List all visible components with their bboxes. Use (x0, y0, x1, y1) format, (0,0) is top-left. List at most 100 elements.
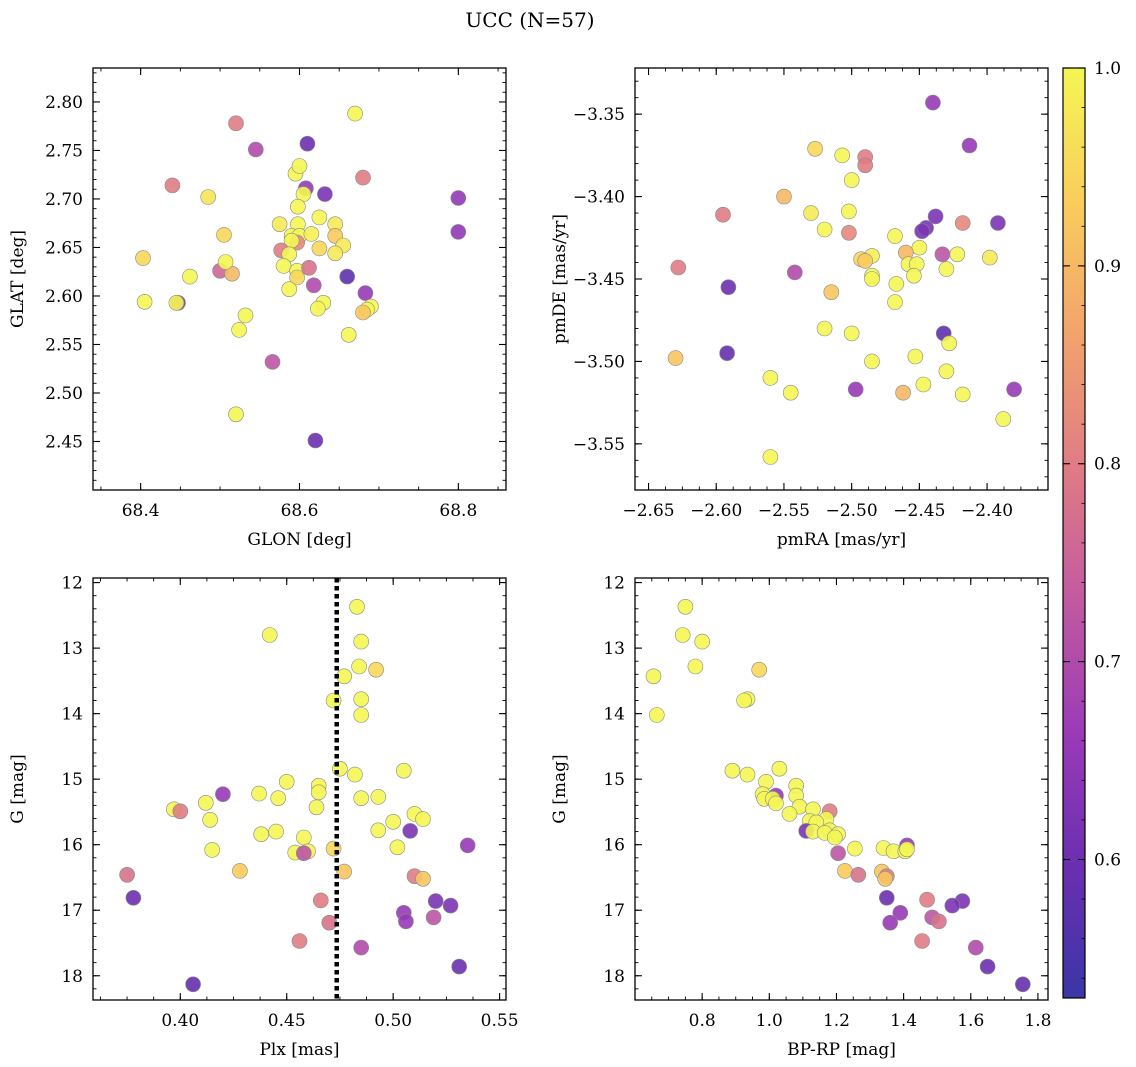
scatter-point (925, 94, 941, 111)
panel-3: 0.40 0.45 0.50 0.55 12 13 14 15 16 17 18 Plx [mas] G… (8, 574, 519, 1060)
scatter-point (776, 188, 792, 205)
x-tick-label: 1.2 (823, 1011, 850, 1031)
scatter-point (645, 668, 662, 685)
scatter-point (941, 335, 958, 352)
scatter-point (299, 135, 316, 152)
scatter-points (645, 598, 1031, 993)
scatter-point (857, 253, 874, 269)
scatter-point (402, 823, 419, 839)
scatter-point (295, 845, 312, 862)
scatter-point (847, 840, 863, 857)
scatter-point (336, 863, 353, 880)
scatter-point (949, 246, 966, 263)
scatter-point (355, 169, 371, 186)
y-tick-label: 12 (61, 574, 83, 594)
scatter-point (271, 216, 288, 232)
y-tick-label: 2.70 (45, 190, 83, 210)
y-tick-label: −3.40 (573, 188, 625, 208)
x-axis-label: GLON [deg] (247, 530, 351, 550)
scatter-point (268, 823, 284, 840)
scatter-point (281, 281, 298, 298)
scatter-point (914, 933, 930, 949)
scatter-point (311, 240, 328, 257)
scatter-point (295, 829, 312, 846)
scatter-point (864, 353, 880, 370)
colorbar-tick-label: 0.8 (1094, 455, 1121, 475)
scatter-point (164, 177, 181, 194)
scatter-point (887, 228, 903, 244)
y-tick-label: 12 (603, 574, 625, 594)
x-tick-label: −2.65 (622, 501, 674, 521)
scatter-point (427, 893, 444, 909)
y-axis-label: G [mag] (550, 754, 570, 823)
y-tick-label: 14 (61, 705, 83, 725)
scatter-point (136, 293, 153, 310)
scatter-point (450, 190, 467, 206)
y-tick-label: 13 (603, 639, 625, 659)
scatter-point (425, 909, 442, 926)
scatter-point (736, 692, 752, 709)
scatter-point (301, 259, 317, 276)
panel-2: −2.65 −2.60 −2.55 −2.50 −2.45 −2.40 −3.55 −3.50… (550, 67, 1049, 550)
scatter-point (892, 904, 909, 921)
x-tick-label: 0.40 (161, 1011, 199, 1031)
scatter-point (172, 803, 189, 820)
scatter-point (667, 350, 684, 366)
scatter-point (200, 189, 216, 205)
y-tick-label: 16 (603, 836, 625, 856)
scatter-point (841, 203, 857, 220)
scatter-point (289, 269, 305, 286)
scatter-point (906, 267, 922, 284)
scatter-point (954, 215, 971, 231)
scatter-point (781, 806, 798, 822)
scatter-point (353, 691, 370, 708)
scatter-point (228, 406, 244, 423)
colorbar-tick-label: 0.7 (1094, 653, 1121, 673)
y-tick-label: 2.80 (45, 93, 83, 113)
scatter-point (368, 661, 384, 678)
scatter-point (938, 261, 955, 277)
scatter-point (864, 271, 880, 287)
scatter-point (204, 842, 220, 858)
x-tick-label: 1.8 (1024, 1011, 1051, 1031)
scatter-point (888, 276, 905, 292)
x-tick-label: −2.40 (961, 501, 1013, 521)
scatter-point (899, 841, 915, 858)
panel-4: 0.8 1.0 1.2 1.4 1.6 1.8 12 13 14 15 16 17 18 BP-RP [m… (550, 574, 1051, 1060)
scatter-point (231, 322, 247, 338)
scatter-point (887, 294, 903, 310)
scatter-point (325, 692, 342, 709)
scatter-point (907, 348, 924, 365)
scatter-point (291, 158, 308, 174)
scatter-point (317, 186, 333, 202)
y-axis-label: G [mag] (8, 754, 28, 823)
y-tick-label: 16 (61, 836, 83, 856)
y-tick-label: 2.50 (45, 384, 83, 404)
scatter-points (119, 598, 476, 993)
x-tick-label: 0.50 (374, 1011, 412, 1031)
scatter-point (739, 766, 756, 783)
colorbar-tick-label: 1.0 (1094, 59, 1121, 79)
panel-1: 68.4 68.6 68.8 2.45 2.50 2.55 2.60 2.65 2.70 2.75… (8, 67, 507, 550)
scatter-point (720, 279, 737, 296)
scatter-point (911, 239, 928, 256)
scatter-point (253, 826, 270, 843)
scatter-point (275, 258, 292, 274)
scatter-point (353, 707, 370, 723)
scatter-point (135, 250, 151, 266)
y-tick-label: 15 (61, 770, 83, 790)
x-tick-label: 0.55 (481, 1011, 519, 1031)
y-tick-label: 2.60 (45, 287, 83, 307)
scatter-point (216, 227, 232, 243)
scatter-point (217, 254, 234, 270)
y-tick-label: 14 (603, 705, 625, 725)
scatter-point (290, 198, 306, 215)
scatter-point (370, 822, 387, 839)
scatter-point (768, 795, 784, 812)
colorbar-gradient (1063, 68, 1085, 998)
scatter-point (451, 958, 468, 975)
scatter-point (303, 226, 320, 242)
scatter-point (1014, 976, 1031, 993)
scatter-point (694, 633, 711, 650)
